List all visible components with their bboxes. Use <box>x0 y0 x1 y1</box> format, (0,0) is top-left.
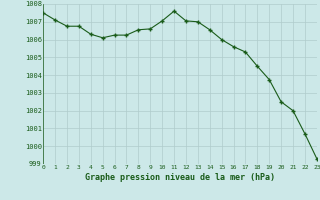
X-axis label: Graphe pression niveau de la mer (hPa): Graphe pression niveau de la mer (hPa) <box>85 173 275 182</box>
